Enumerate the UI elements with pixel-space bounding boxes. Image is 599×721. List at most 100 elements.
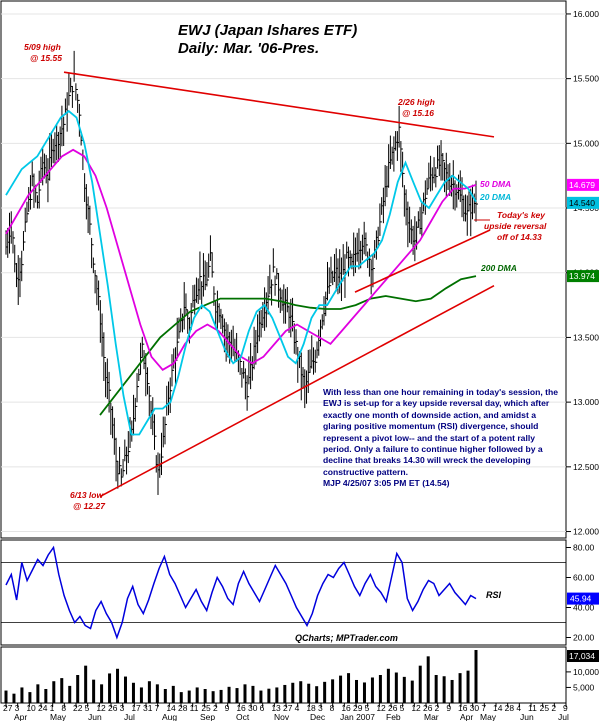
volume-bar [418, 665, 422, 703]
x-month-label: Nov [274, 712, 290, 721]
volume-tick-label: 5,000 [573, 682, 595, 692]
x-day-label: 2 [435, 703, 440, 713]
dma200-line [99, 275, 477, 416]
x-day-label: 9 [225, 703, 230, 713]
volume-bar [211, 691, 215, 703]
x-day-label: 26 [388, 703, 398, 713]
volume-bar [44, 689, 48, 703]
rsi-label: RSI [486, 590, 502, 600]
price-flag [567, 270, 599, 283]
price-flag-label: 14.540 [569, 198, 595, 208]
commentary-body: With less than one hour remaining in tod… [323, 387, 558, 477]
price-panel [0, 0, 567, 539]
commentary-text: With less than one hour remaining in tod… [323, 387, 558, 490]
volume-bar [28, 692, 32, 703]
price-tick-label: 16.000 [573, 9, 599, 19]
price-tick-label: 15.000 [573, 138, 599, 148]
rsi-tick-label: 80.00 [573, 543, 595, 553]
x-day-label: 16 [341, 703, 351, 713]
volume-bar [163, 689, 167, 703]
x-day-label: 12 [96, 703, 106, 713]
price-flag [567, 196, 599, 209]
volume-bars [4, 650, 478, 703]
volume-bar [450, 679, 454, 703]
annotation-high-226: 2/26 high @ 15.16 [397, 97, 435, 118]
x-axis: 27 3 10 24 1 8 22 5 12 26 3 17 31 7 14 28 11 25 2 9 16 30 6 13 2… [3, 703, 569, 721]
x-day-label: 28 [505, 703, 515, 713]
x-day-label: 30 [248, 703, 258, 713]
x-day-label: 5 [85, 703, 90, 713]
annotation-reversal-line1: Today's key [497, 210, 546, 220]
x-day-label: 9 [446, 703, 451, 713]
volume-bar [394, 672, 398, 703]
x-day-label: 11 [190, 703, 199, 713]
price-flag-label: 14.679 [569, 180, 595, 190]
annotation-reversal-line3: off of 14.33 [497, 232, 542, 242]
x-month-label: Mar [424, 712, 439, 721]
volume-bar [36, 684, 40, 703]
volume-bar [171, 685, 175, 703]
annotation-reversal: Today's key upside reversal off of 14.33 [474, 210, 547, 242]
label-20-dma: 20 DMA [479, 192, 511, 202]
volume-bar [474, 650, 478, 703]
volume-bar [76, 675, 80, 703]
volume-bar [195, 687, 199, 703]
volume-bar [458, 673, 462, 703]
volume-bar [179, 692, 183, 703]
annotation-high-226-line2: @ 15.16 [402, 108, 434, 118]
x-day-label: 1 [50, 703, 55, 713]
volume-bar [291, 682, 295, 703]
volume-bar [251, 685, 255, 703]
volume-flag-label: 17,034 [569, 651, 595, 661]
volume-bar [466, 670, 470, 703]
x-day-label: 17 [131, 703, 141, 713]
volume-bar [339, 675, 343, 703]
price-tick-label: 13.500 [573, 332, 599, 342]
volume-bar [426, 656, 430, 703]
rsi-flag [567, 592, 599, 605]
trendline-lower [99, 284, 495, 498]
x-month-label: Apr [14, 712, 27, 721]
annotation-high-509-line1: 5/09 high [24, 42, 61, 52]
price-tick-label: 12.000 [573, 527, 599, 537]
volume-bar [20, 687, 24, 703]
trendline-upper [63, 71, 495, 138]
annotation-high-509: 5/09 high @ 15.55 [24, 42, 62, 63]
x-day-label: 25 [540, 703, 550, 713]
volume-bar [331, 679, 335, 703]
rsi-series [5, 545, 477, 640]
x-day-label: 2 [551, 703, 556, 713]
price-flag-label: 13.974 [569, 271, 595, 281]
volume-bar [442, 676, 446, 703]
volume-bar [347, 673, 351, 703]
volume-tick-label: 10,000 [573, 667, 599, 677]
x-day-label: 4 [295, 703, 300, 713]
x-day-label: 4 [516, 703, 521, 713]
chart-credit: QCharts; MPTrader.com [295, 633, 398, 643]
trendlines [63, 71, 495, 498]
x-day-label: 8 [330, 703, 335, 713]
chart-title: EWJ (Japan Ishares ETF) Daily: Mar. '06-… [178, 22, 357, 58]
volume-bar [315, 686, 319, 703]
x-day-label: 11 [528, 703, 537, 713]
x-month-label: Apr [460, 712, 473, 721]
x-month-label: Oct [236, 712, 250, 721]
volume-bar [84, 665, 88, 703]
x-day-label: 3 [120, 703, 125, 713]
x-day-label: 3 [318, 703, 323, 713]
x-day-label: 24 [38, 703, 48, 713]
rsi-line [5, 545, 477, 640]
x-month-label: Jan 2007 [340, 712, 375, 721]
x-day-label: 7 [481, 703, 486, 713]
volume-bar [100, 684, 104, 703]
volume-bar [370, 677, 374, 703]
volume-bar [323, 681, 327, 703]
trendline-short-term-support [354, 229, 491, 293]
volume-bar [68, 685, 72, 703]
dma20-line [5, 109, 477, 436]
x-day-label: 10 [26, 703, 36, 713]
x-day-label: 16 [236, 703, 246, 713]
volume-bar [12, 693, 16, 703]
chart-title-line1: EWJ (Japan Ishares ETF) [178, 22, 358, 39]
